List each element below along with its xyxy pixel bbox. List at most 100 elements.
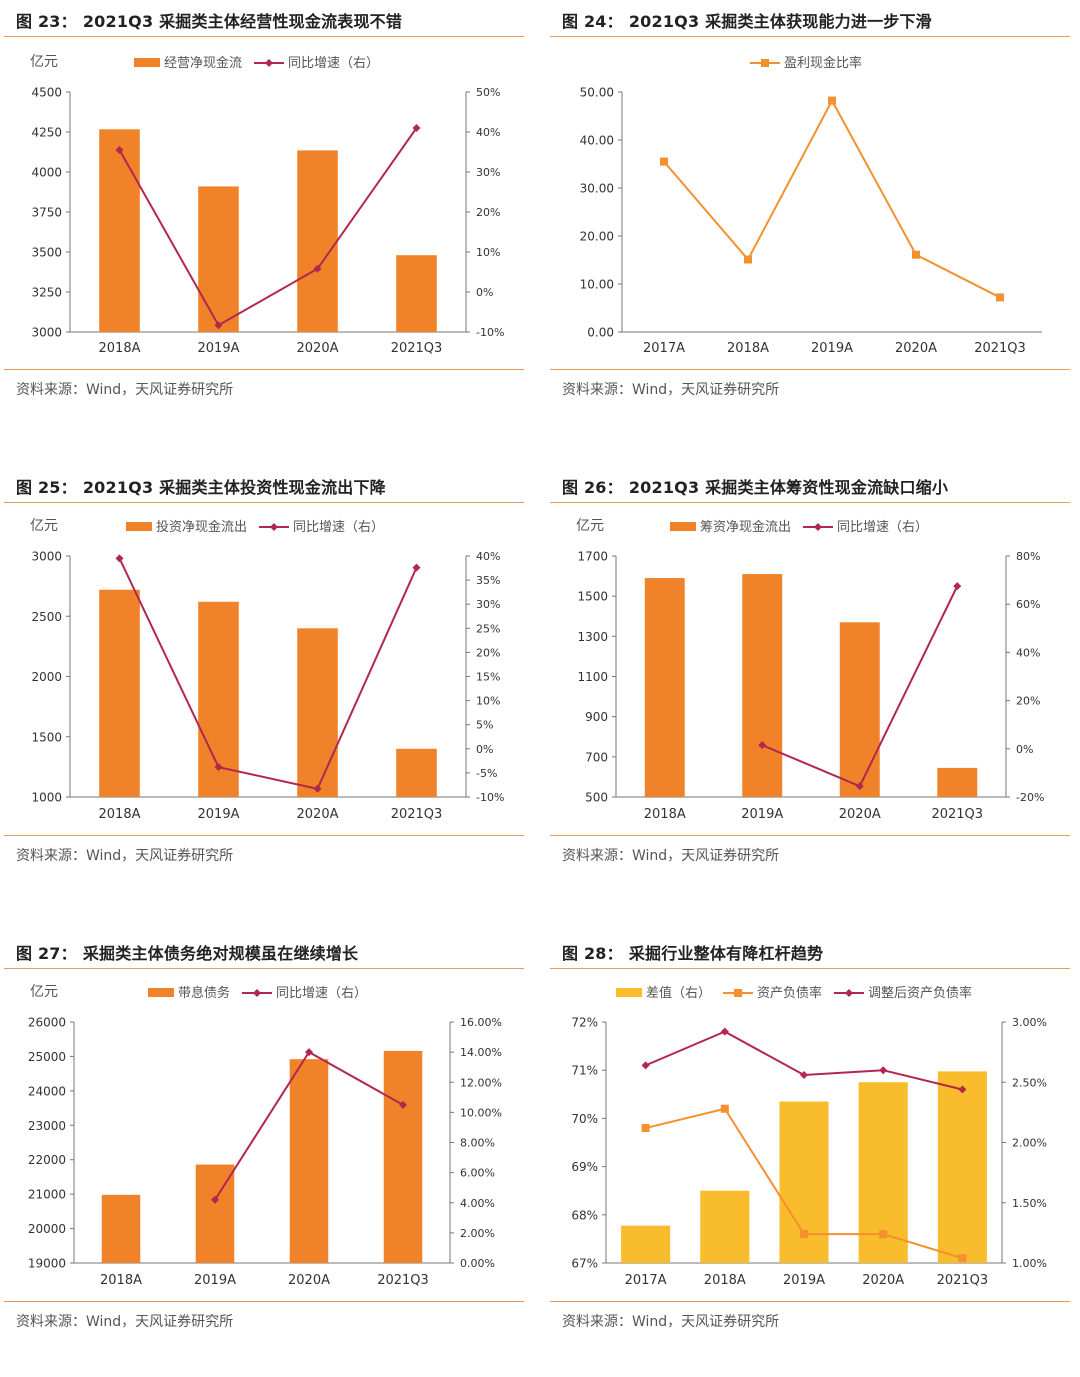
figure-title: 图 23： 2021Q3 采掘类主体经营性现金流表现不错 xyxy=(16,12,403,31)
bar-2021Q3 xyxy=(396,255,437,332)
title-rule xyxy=(550,502,1070,503)
bar-2021Q3 xyxy=(937,1071,987,1263)
chart-figure-26: 亿元 1700 1500 1300 1100 900 700 500 80% 60% 40% 20% 0… xyxy=(576,518,1044,822)
bar-2021Q3 xyxy=(383,1050,423,1263)
x-tick-label: 2019A xyxy=(198,341,240,356)
figure-26: 图 26： 2021Q3 采掘类主体筹资性现金流缺口缩小 亿元 1700 1500 13… xyxy=(550,466,1075,911)
y-tick-label-right: -10% xyxy=(476,326,504,339)
y-tick-label-left: 24000 xyxy=(28,1084,66,1098)
legend-label: 差值（右） xyxy=(646,985,711,1001)
figure-28: 图 28： 采掘行业整体有降杠杆趋势 72% 71% 70% 69% 68% 67% 3.00… xyxy=(550,932,1075,1377)
title-rule xyxy=(4,968,524,969)
y-tick-label-left: 3750 xyxy=(31,206,62,220)
y-tick-label-right: 10.00% xyxy=(460,1106,502,1119)
y-tick-label-right: 14.00% xyxy=(460,1046,502,1059)
legend-marker xyxy=(761,59,769,67)
figure-23: 图 23： 2021Q3 采掘类主体经营性现金流表现不错 亿元 4500 4250 40… xyxy=(4,0,529,445)
y-tick-label-left: 71% xyxy=(571,1064,598,1078)
line-point xyxy=(855,782,864,791)
y-tick-label-right: 0% xyxy=(476,286,493,299)
bottom-rule xyxy=(550,369,1070,370)
line-point xyxy=(953,582,962,591)
series-line xyxy=(645,1030,963,1091)
x-tick-label: 2020A xyxy=(297,807,339,822)
line-point xyxy=(720,1027,729,1036)
legend-label: 带息债务 xyxy=(178,985,230,1001)
legend-label: 同比增速（右） xyxy=(837,520,928,535)
y-tick-label-right: 35% xyxy=(476,574,500,587)
x-tick-label: 2020A xyxy=(839,807,881,822)
y-tick-label-right: 50% xyxy=(476,86,500,99)
source-note: 资料来源：Wind，天风证券研究所 xyxy=(562,1314,780,1330)
line-point xyxy=(399,1100,407,1109)
y-tick-label-right: 2.00% xyxy=(460,1227,495,1240)
y-tick-label-right: 4.00% xyxy=(460,1197,495,1210)
bar-2020A xyxy=(289,1059,329,1263)
y-tick-label-right: 20% xyxy=(1016,695,1040,708)
y-tick-label-right: 3.00% xyxy=(1012,1016,1047,1029)
line-point xyxy=(641,1061,650,1070)
line-point xyxy=(313,784,322,793)
legend-swatch xyxy=(616,988,642,997)
legend-label: 同比增速（右） xyxy=(288,56,379,71)
line-point xyxy=(958,1085,967,1094)
y-tick-label-left: 26000 xyxy=(28,1016,66,1030)
x-tick-label: 2019A xyxy=(811,341,853,356)
bar-2018A xyxy=(99,129,140,332)
bar-2017A xyxy=(621,1225,671,1263)
chart-figure-23: 亿元 4500 4250 4000 3750 3500 3250 3000 50% 40% 30% 2… xyxy=(30,54,504,356)
y-tick-label-left: 1100 xyxy=(577,670,608,684)
y-tick-label-left: 3500 xyxy=(31,246,62,260)
y-tick-label-left: 50.00 xyxy=(580,86,614,100)
bar-2019A xyxy=(779,1101,829,1263)
y-tick-label-left: 700 xyxy=(585,750,608,764)
unit-label: 亿元 xyxy=(30,54,58,70)
figure-27: 图 27： 采掘类主体债务绝对规模虽在继续增长 亿元 26000 25000 24000… xyxy=(4,932,529,1377)
y-tick-label-right: -10% xyxy=(476,791,504,804)
y-tick-label-left: 3250 xyxy=(31,286,62,300)
title-rule xyxy=(4,36,524,37)
bar-2020A xyxy=(839,622,880,797)
y-tick-label-left: 20000 xyxy=(28,1222,66,1236)
legend-label: 调整后资产负债率 xyxy=(868,985,972,1001)
y-tick-label-right: 15% xyxy=(476,671,500,684)
legend-marker xyxy=(253,989,261,997)
legend-label: 资产负债率 xyxy=(757,985,822,1001)
x-tick-label: 2017A xyxy=(625,1273,667,1288)
line-point xyxy=(660,157,668,166)
x-tick-label: 2020A xyxy=(862,1273,904,1288)
bottom-rule xyxy=(4,835,524,836)
line-point xyxy=(412,124,421,132)
line-point xyxy=(758,741,767,750)
unit-label: 亿元 xyxy=(30,984,58,1000)
line-point xyxy=(958,1254,967,1263)
x-tick-label: 2018A xyxy=(644,807,686,822)
figure-24: 图 24： 2021Q3 采掘类主体获现能力进一步下滑 50.00 40.00 30.… xyxy=(550,0,1075,445)
bar-2018A xyxy=(700,1190,750,1263)
figure-title: 图 27： 采掘类主体债务绝对规模虽在继续增长 xyxy=(16,944,359,963)
chart-figure-24: 50.00 40.00 30.00 20.00 10.00 0.00 2017A 2018A 2… xyxy=(580,55,1042,356)
y-tick-label-right: 2.00% xyxy=(1012,1137,1047,1150)
bar-2020A xyxy=(297,150,338,332)
y-tick-label-left: 500 xyxy=(585,791,608,805)
source-note: 资料来源：Wind，天风证券研究所 xyxy=(562,382,780,398)
bar-2018A xyxy=(644,578,685,797)
y-tick-label-right: 30% xyxy=(476,598,500,611)
title-rule xyxy=(4,502,524,503)
x-tick-label: 2018A xyxy=(704,1273,746,1288)
line-point xyxy=(800,1230,808,1239)
y-tick-label-left: 1300 xyxy=(577,630,608,644)
line-point xyxy=(744,255,752,264)
legend-label: 同比增速（右） xyxy=(276,986,367,1001)
chart-figure-27: 亿元 26000 25000 24000 23000 22000 21000 20000 190… xyxy=(28,984,502,1288)
figure-title: 图 24： 2021Q3 采掘类主体获现能力进一步下滑 xyxy=(562,12,932,31)
legend-swatch xyxy=(148,988,174,997)
y-tick-label-right: -20% xyxy=(1016,791,1044,804)
source-note: 资料来源：Wind，天风证券研究所 xyxy=(16,848,234,864)
y-tick-label-left: 23000 xyxy=(28,1119,66,1133)
title-rule xyxy=(550,968,1070,969)
x-tick-label: 2019A xyxy=(198,807,240,822)
y-tick-label-right: 0% xyxy=(1016,743,1033,756)
legend-label: 同比增速（右） xyxy=(293,520,384,535)
source-note: 资料来源：Wind，天风证券研究所 xyxy=(16,382,234,398)
